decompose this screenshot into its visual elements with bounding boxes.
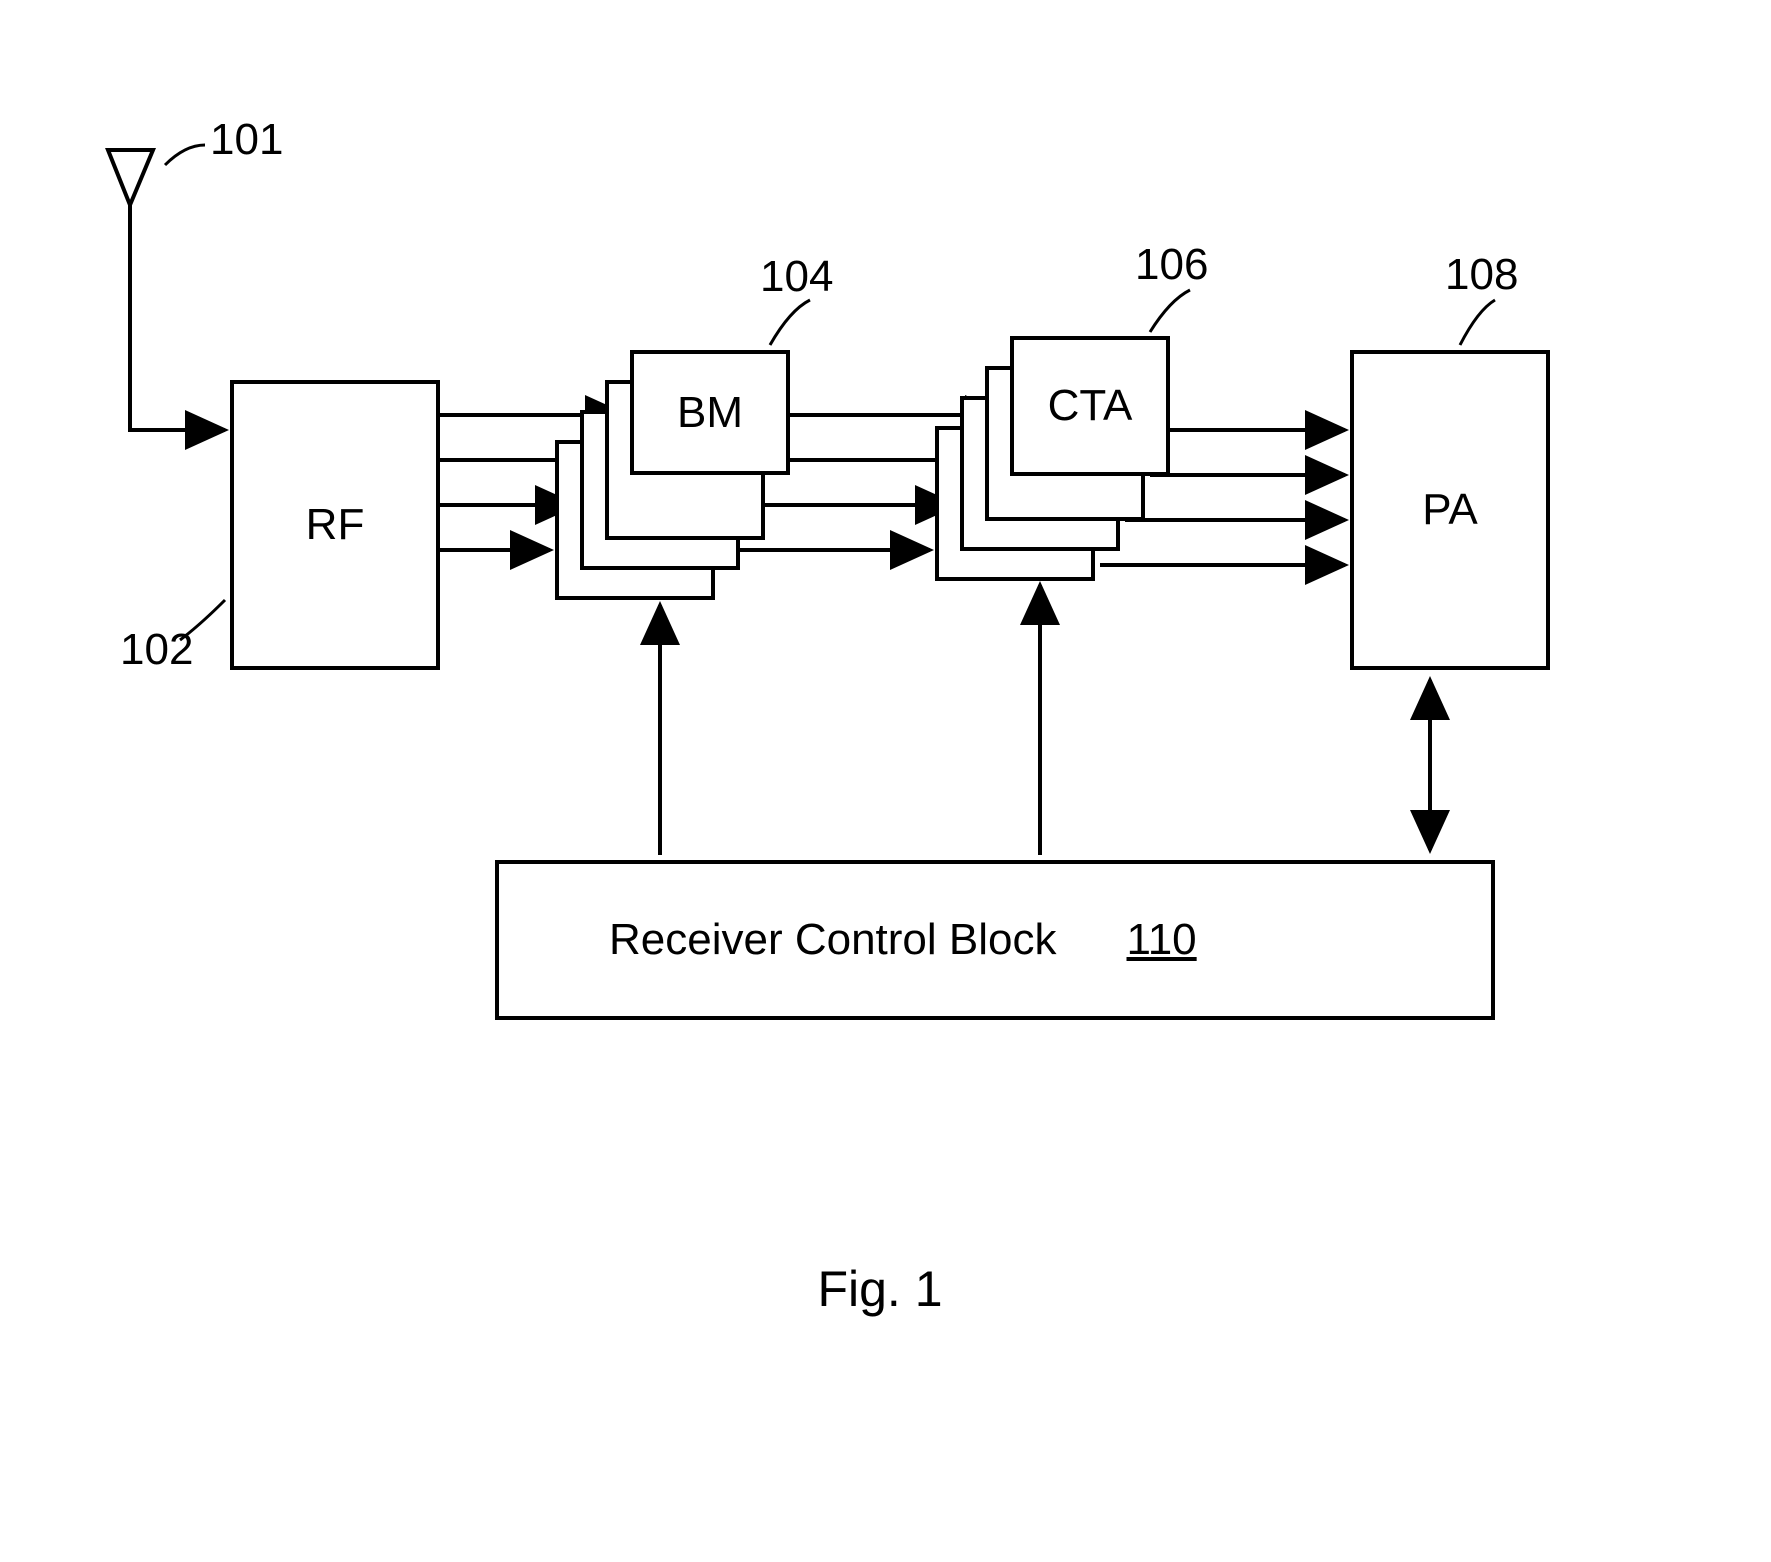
block-cta: CTA (1010, 336, 1170, 476)
arrow-antenna-rf (130, 205, 225, 430)
leader-108 (1460, 300, 1495, 345)
refnum-101: 101 (210, 115, 283, 165)
block-diagram: RF BM CTA PA Receiver Control Block 110 … (0, 0, 1771, 1562)
refnum-108: 108 (1445, 250, 1518, 300)
leader-101 (165, 145, 205, 165)
block-rf-label: RF (306, 500, 365, 550)
figure-caption: Fig. 1 (770, 1260, 990, 1318)
block-rcb-refnum: 110 (1127, 915, 1197, 965)
block-bm: BM (630, 350, 790, 475)
block-pa-label: PA (1422, 485, 1477, 535)
block-cta-label: CTA (1048, 381, 1133, 431)
block-pa: PA (1350, 350, 1550, 670)
leader-106 (1150, 290, 1190, 332)
diagram-svg (0, 0, 1771, 1562)
block-rcb-label: Receiver Control Block (609, 915, 1057, 965)
refnum-106: 106 (1135, 240, 1208, 290)
leader-104 (770, 300, 810, 345)
block-rf: RF (230, 380, 440, 670)
block-bm-label: BM (677, 388, 743, 438)
block-rcb: Receiver Control Block 110 (495, 860, 1495, 1020)
refnum-102: 102 (120, 625, 193, 675)
refnum-104: 104 (760, 252, 833, 302)
antenna-icon (108, 150, 153, 205)
